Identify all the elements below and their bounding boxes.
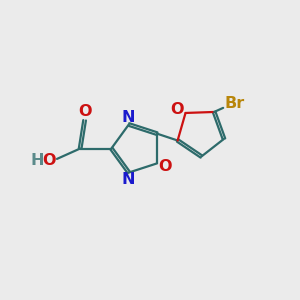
Text: O: O — [170, 103, 183, 118]
Text: N: N — [122, 172, 135, 187]
Text: O: O — [78, 104, 92, 119]
Text: N: N — [122, 110, 135, 125]
Text: H: H — [30, 153, 43, 168]
Text: O: O — [42, 153, 56, 168]
Text: Br: Br — [225, 95, 245, 110]
Text: O: O — [159, 159, 172, 174]
